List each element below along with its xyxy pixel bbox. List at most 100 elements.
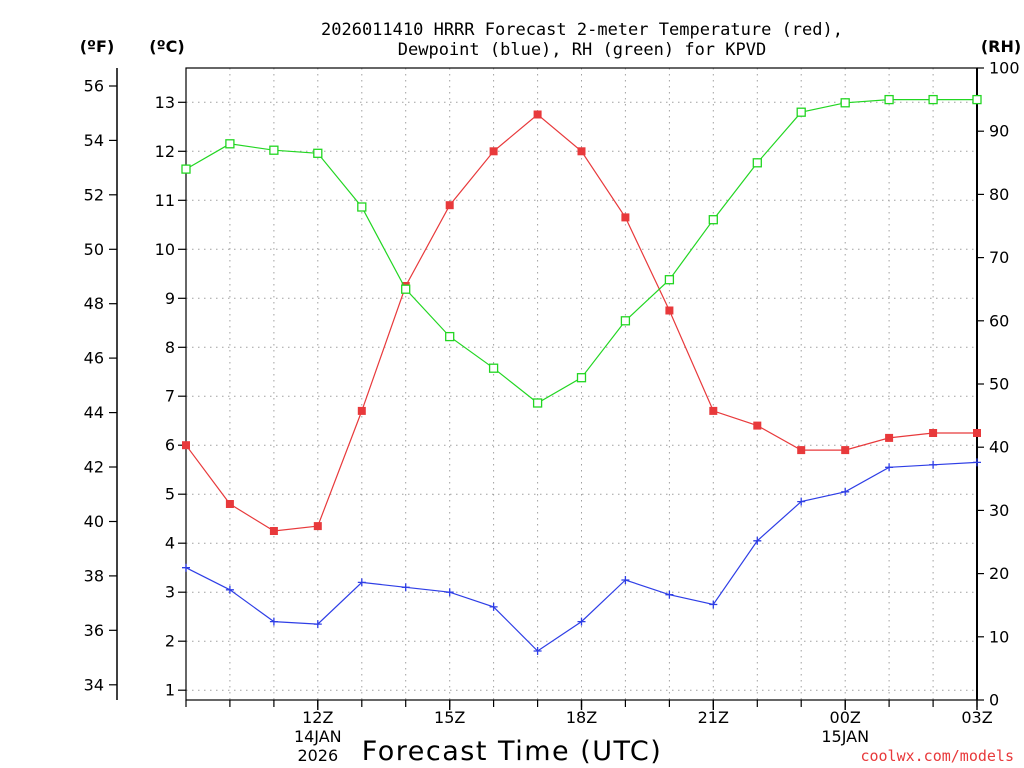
celsius-tick-label: 1 bbox=[165, 681, 175, 700]
dewpoint-point bbox=[885, 463, 894, 472]
x-tick-label: 18Z bbox=[566, 708, 597, 727]
x-tick-label: 15Z bbox=[434, 708, 465, 727]
dewpoint-point bbox=[313, 620, 322, 629]
x-axis-label: Forecast Time (UTC) bbox=[362, 736, 663, 767]
temperature-point bbox=[929, 429, 938, 437]
fahrenheit-tick-label: 52 bbox=[84, 185, 104, 204]
dewpoint-point bbox=[489, 602, 498, 611]
celsius-tick-label: 7 bbox=[165, 387, 175, 406]
temperature-point bbox=[797, 446, 806, 455]
temperature-point bbox=[182, 441, 190, 450]
chart-title-line-1: 2026011410 HRRR Forecast 2-meter Tempera… bbox=[321, 20, 843, 40]
rh-tick-label: 80 bbox=[989, 185, 1009, 204]
fahrenheit-tick-label: 56 bbox=[84, 77, 104, 96]
fahrenheit-tick-label: 42 bbox=[84, 458, 104, 477]
fahrenheit-unit-label: (ºF) bbox=[80, 37, 115, 56]
x-tick-label: 12Z bbox=[302, 708, 333, 727]
temperature-point bbox=[577, 147, 586, 156]
dewpoint-point bbox=[577, 617, 586, 626]
rh-point bbox=[840, 98, 850, 108]
rh-tick-label: 100 bbox=[989, 59, 1020, 78]
temperature-point bbox=[665, 306, 674, 315]
celsius-tick-label: 13 bbox=[155, 93, 175, 112]
dewpoint-point bbox=[841, 487, 850, 496]
dewpoint-point bbox=[665, 590, 674, 599]
celsius-tick-label: 12 bbox=[155, 142, 175, 161]
fahrenheit-tick-label: 50 bbox=[84, 240, 104, 259]
rh-tick-label: 90 bbox=[989, 122, 1009, 141]
rh-point bbox=[972, 94, 982, 105]
rh-tick-label: 20 bbox=[989, 564, 1009, 583]
x-tick-label: 03Z bbox=[961, 708, 992, 727]
grid-lines bbox=[186, 68, 977, 700]
rh-point bbox=[576, 373, 587, 383]
temperature-series bbox=[182, 110, 981, 535]
rh-tick-label: 50 bbox=[989, 375, 1009, 394]
x-tick-label: 00Z bbox=[830, 708, 861, 727]
temperature-point bbox=[445, 201, 454, 210]
rh-tick-label: 0 bbox=[989, 691, 999, 710]
celsius-unit-label: (ºC) bbox=[149, 37, 184, 56]
dewpoint-point bbox=[357, 578, 366, 587]
rh-tick-label: 40 bbox=[989, 438, 1009, 457]
temperature-point bbox=[489, 147, 498, 156]
rh-point bbox=[401, 284, 411, 294]
celsius-tick-label: 9 bbox=[165, 289, 175, 308]
rh-point bbox=[488, 363, 499, 373]
rh-point bbox=[532, 398, 543, 408]
celsius-tick-label: 6 bbox=[165, 436, 175, 455]
rh-point bbox=[269, 145, 279, 155]
temperature-point bbox=[269, 527, 278, 535]
axes: 3436384042444648505254561234567891011121… bbox=[84, 59, 1020, 766]
temperature-point bbox=[841, 446, 850, 455]
dewpoint-point bbox=[797, 497, 806, 506]
temperature-point bbox=[973, 429, 981, 437]
fahrenheit-tick-label: 36 bbox=[84, 621, 104, 640]
fahrenheit-tick-label: 48 bbox=[84, 294, 104, 313]
rh-point bbox=[708, 215, 718, 225]
dewpoint-series bbox=[182, 458, 981, 655]
rh-point bbox=[884, 94, 894, 105]
temperature-point bbox=[753, 421, 762, 430]
x-tick-year-label: 2026 bbox=[297, 746, 338, 765]
fahrenheit-tick-label: 40 bbox=[84, 512, 104, 531]
x-tick-date-label: 15JAN bbox=[821, 727, 869, 746]
celsius-tick-label: 4 bbox=[165, 534, 175, 553]
rh-point bbox=[181, 164, 191, 174]
dewpoint-point bbox=[929, 460, 938, 469]
plot-frame bbox=[185, 67, 978, 701]
temperature-point bbox=[533, 110, 542, 119]
dewpoint-point bbox=[401, 583, 410, 592]
rh-point bbox=[928, 94, 938, 105]
dewpoint-point bbox=[269, 617, 278, 626]
x-tick-label: 21Z bbox=[698, 708, 729, 727]
rh-point bbox=[796, 107, 806, 117]
celsius-tick-label: 5 bbox=[165, 485, 175, 504]
rh-tick-label: 30 bbox=[989, 501, 1009, 520]
rh-point bbox=[445, 331, 455, 342]
rh-unit-label: (RH) bbox=[981, 37, 1021, 56]
fahrenheit-tick-label: 38 bbox=[84, 566, 104, 585]
rh-point bbox=[313, 148, 323, 158]
temperature-point bbox=[709, 406, 718, 415]
celsius-tick-label: 10 bbox=[155, 240, 175, 259]
x-tick-date-label: 14JAN bbox=[294, 727, 342, 746]
chart-title-line-2: Dewpoint (blue), RH (green) for KPVD bbox=[398, 40, 766, 60]
dewpoint-point bbox=[533, 647, 542, 655]
credit-label: coolwx.com/models bbox=[860, 747, 1014, 765]
rh-point bbox=[752, 158, 762, 168]
rh-point bbox=[357, 202, 367, 212]
celsius-tick-label: 2 bbox=[165, 632, 175, 651]
fahrenheit-tick-label: 44 bbox=[84, 403, 104, 422]
rh-point bbox=[225, 139, 235, 149]
rh-tick-label: 60 bbox=[989, 311, 1009, 330]
series-layer bbox=[181, 94, 982, 655]
celsius-tick-label: 3 bbox=[165, 583, 175, 602]
celsius-tick-label: 8 bbox=[165, 338, 175, 357]
dewpoint-point bbox=[225, 585, 234, 594]
temperature-point bbox=[225, 500, 234, 508]
rh-series bbox=[181, 94, 982, 408]
dewpoint-point bbox=[621, 576, 630, 584]
temperature-point bbox=[885, 433, 894, 442]
